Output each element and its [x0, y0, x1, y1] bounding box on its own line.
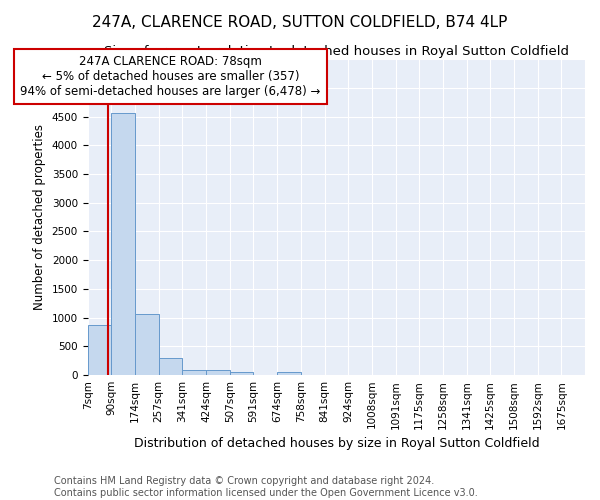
Bar	[135, 314, 159, 375]
Bar	[88, 324, 112, 375]
Y-axis label: Number of detached properties: Number of detached properties	[33, 124, 46, 310]
Text: 247A CLARENCE ROAD: 78sqm
← 5% of detached houses are smaller (357)
94% of semi-: 247A CLARENCE ROAD: 78sqm ← 5% of detach…	[20, 55, 321, 98]
Text: 247A, CLARENCE ROAD, SUTTON COLDFIELD, B74 4LP: 247A, CLARENCE ROAD, SUTTON COLDFIELD, B…	[92, 15, 508, 30]
Text: Contains HM Land Registry data © Crown copyright and database right 2024.
Contai: Contains HM Land Registry data © Crown c…	[54, 476, 478, 498]
Bar	[277, 372, 301, 375]
Bar	[230, 372, 253, 375]
X-axis label: Distribution of detached houses by size in Royal Sutton Coldfield: Distribution of detached houses by size …	[134, 437, 539, 450]
Bar	[159, 358, 182, 375]
Bar	[112, 112, 135, 375]
Bar	[182, 370, 206, 375]
Title: Size of property relative to detached houses in Royal Sutton Coldfield: Size of property relative to detached ho…	[104, 45, 569, 58]
Bar	[206, 370, 230, 375]
